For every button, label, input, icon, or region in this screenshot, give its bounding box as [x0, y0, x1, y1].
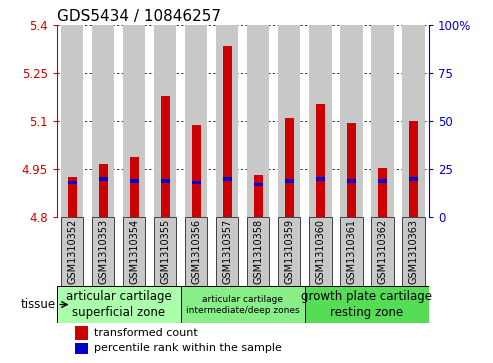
Bar — [161, 179, 170, 183]
FancyBboxPatch shape — [61, 217, 83, 286]
Text: GSM1310361: GSM1310361 — [347, 219, 356, 284]
FancyBboxPatch shape — [57, 286, 181, 323]
Bar — [123, 25, 145, 217]
Bar — [371, 25, 393, 217]
Bar — [223, 46, 232, 217]
Bar — [130, 157, 139, 217]
Bar — [223, 177, 232, 181]
Text: articular cartilage
intermediate/deep zones: articular cartilage intermediate/deep zo… — [186, 294, 300, 315]
FancyBboxPatch shape — [181, 286, 305, 323]
Text: articular cartilage
superficial zone: articular cartilage superficial zone — [66, 290, 172, 319]
Text: GDS5434 / 10846257: GDS5434 / 10846257 — [57, 9, 221, 24]
Text: GSM1310353: GSM1310353 — [98, 219, 108, 284]
FancyBboxPatch shape — [402, 217, 424, 286]
Bar — [99, 164, 107, 217]
Text: transformed count: transformed count — [94, 328, 198, 338]
Bar — [130, 179, 139, 183]
FancyBboxPatch shape — [185, 217, 208, 286]
FancyBboxPatch shape — [340, 217, 362, 286]
Text: GSM1310357: GSM1310357 — [222, 219, 232, 284]
FancyBboxPatch shape — [309, 217, 331, 286]
Text: GSM1310360: GSM1310360 — [316, 219, 325, 284]
Bar — [285, 118, 294, 217]
Text: growth plate cartilage
resting zone: growth plate cartilage resting zone — [301, 290, 432, 319]
Bar — [409, 177, 418, 181]
Bar — [68, 177, 76, 217]
Bar — [347, 123, 356, 217]
Bar — [409, 121, 418, 217]
Bar — [309, 25, 331, 217]
FancyBboxPatch shape — [371, 217, 393, 286]
Text: percentile rank within the sample: percentile rank within the sample — [94, 343, 282, 354]
Bar — [378, 179, 387, 183]
Bar — [185, 25, 208, 217]
Bar — [347, 179, 356, 183]
Bar — [254, 183, 263, 186]
Bar — [161, 96, 170, 217]
Bar — [61, 25, 83, 217]
FancyBboxPatch shape — [92, 217, 114, 286]
FancyBboxPatch shape — [216, 217, 239, 286]
Bar — [92, 25, 114, 217]
FancyBboxPatch shape — [278, 217, 301, 286]
Bar — [378, 168, 387, 217]
Bar — [402, 25, 424, 217]
Bar — [316, 177, 325, 181]
Bar — [75, 326, 88, 340]
Bar — [75, 343, 88, 354]
Bar — [285, 179, 294, 183]
FancyBboxPatch shape — [247, 217, 270, 286]
Bar — [316, 104, 325, 217]
Text: GSM1310356: GSM1310356 — [191, 219, 201, 284]
Bar — [254, 175, 263, 217]
Bar — [68, 181, 76, 184]
Bar — [278, 25, 301, 217]
FancyBboxPatch shape — [123, 217, 145, 286]
Bar — [99, 177, 107, 181]
Text: GSM1310355: GSM1310355 — [160, 219, 170, 284]
Text: GSM1310354: GSM1310354 — [129, 219, 139, 284]
Bar — [247, 25, 270, 217]
Text: GSM1310358: GSM1310358 — [253, 219, 263, 284]
FancyBboxPatch shape — [305, 286, 429, 323]
FancyBboxPatch shape — [154, 217, 176, 286]
Text: GSM1310362: GSM1310362 — [377, 219, 387, 284]
Text: tissue: tissue — [21, 298, 56, 311]
Bar — [216, 25, 239, 217]
Text: GSM1310359: GSM1310359 — [284, 219, 294, 284]
Text: GSM1310352: GSM1310352 — [67, 219, 77, 284]
Text: GSM1310363: GSM1310363 — [408, 219, 419, 284]
Bar — [192, 181, 201, 184]
Bar — [340, 25, 362, 217]
Bar — [154, 25, 176, 217]
Bar — [192, 125, 201, 217]
